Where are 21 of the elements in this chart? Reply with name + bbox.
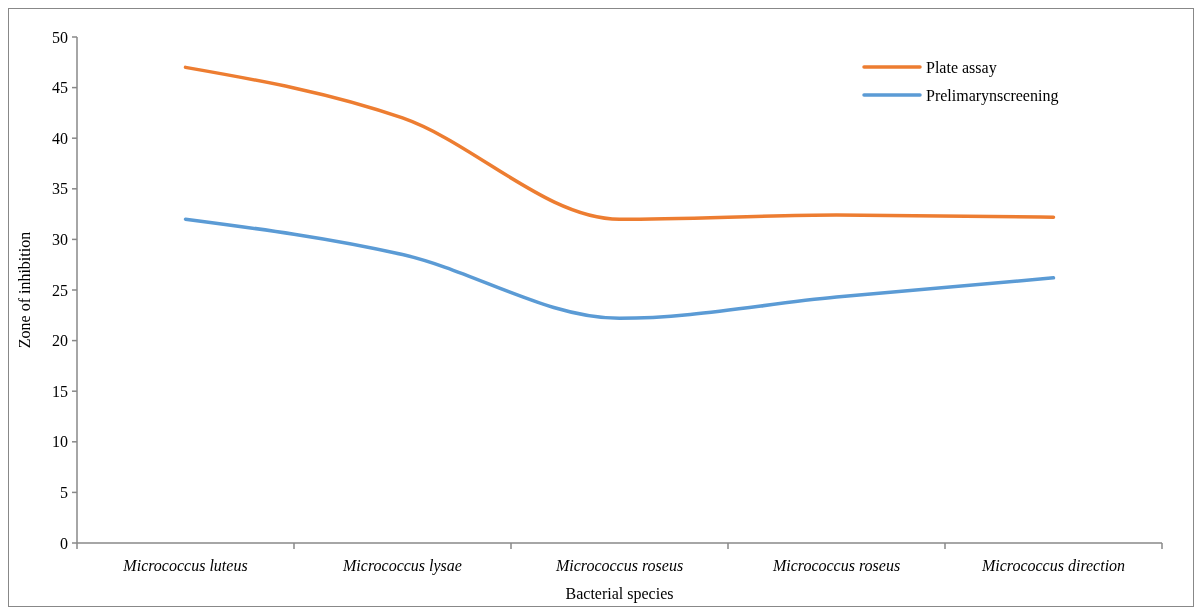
y-tick-label: 30 xyxy=(52,231,68,248)
y-tick-label: 40 xyxy=(52,129,68,147)
y-tick-label: 50 xyxy=(52,28,68,46)
legend-label: Plate assay xyxy=(926,58,997,77)
x-tick-label: Micrococcus lysae xyxy=(342,557,462,575)
x-tick-label: Micrococcus direction xyxy=(980,557,1126,574)
y-tick-label: 25 xyxy=(52,281,68,299)
y-tick-label: 35 xyxy=(52,180,68,198)
y-tick-label: 5 xyxy=(60,484,68,501)
x-axis-title: Bacterial species xyxy=(565,585,674,603)
y-tick-label: 0 xyxy=(60,534,68,552)
x-tick-label: Micrococcus luteus xyxy=(122,557,248,574)
y-tick-label: 10 xyxy=(52,433,68,451)
y-tick-label: 45 xyxy=(52,79,68,97)
line-series xyxy=(183,217,1056,321)
legend-label: Prelimarynscreening xyxy=(926,86,1059,105)
y-tick-label: 20 xyxy=(52,332,68,350)
y-axis-title: Zone of inhibition xyxy=(16,231,33,349)
x-tick-label: Micrococcus roseus xyxy=(771,557,901,574)
x-tick-label: Micrococcus roseus xyxy=(554,557,684,574)
y-tick-label: 15 xyxy=(52,382,68,400)
